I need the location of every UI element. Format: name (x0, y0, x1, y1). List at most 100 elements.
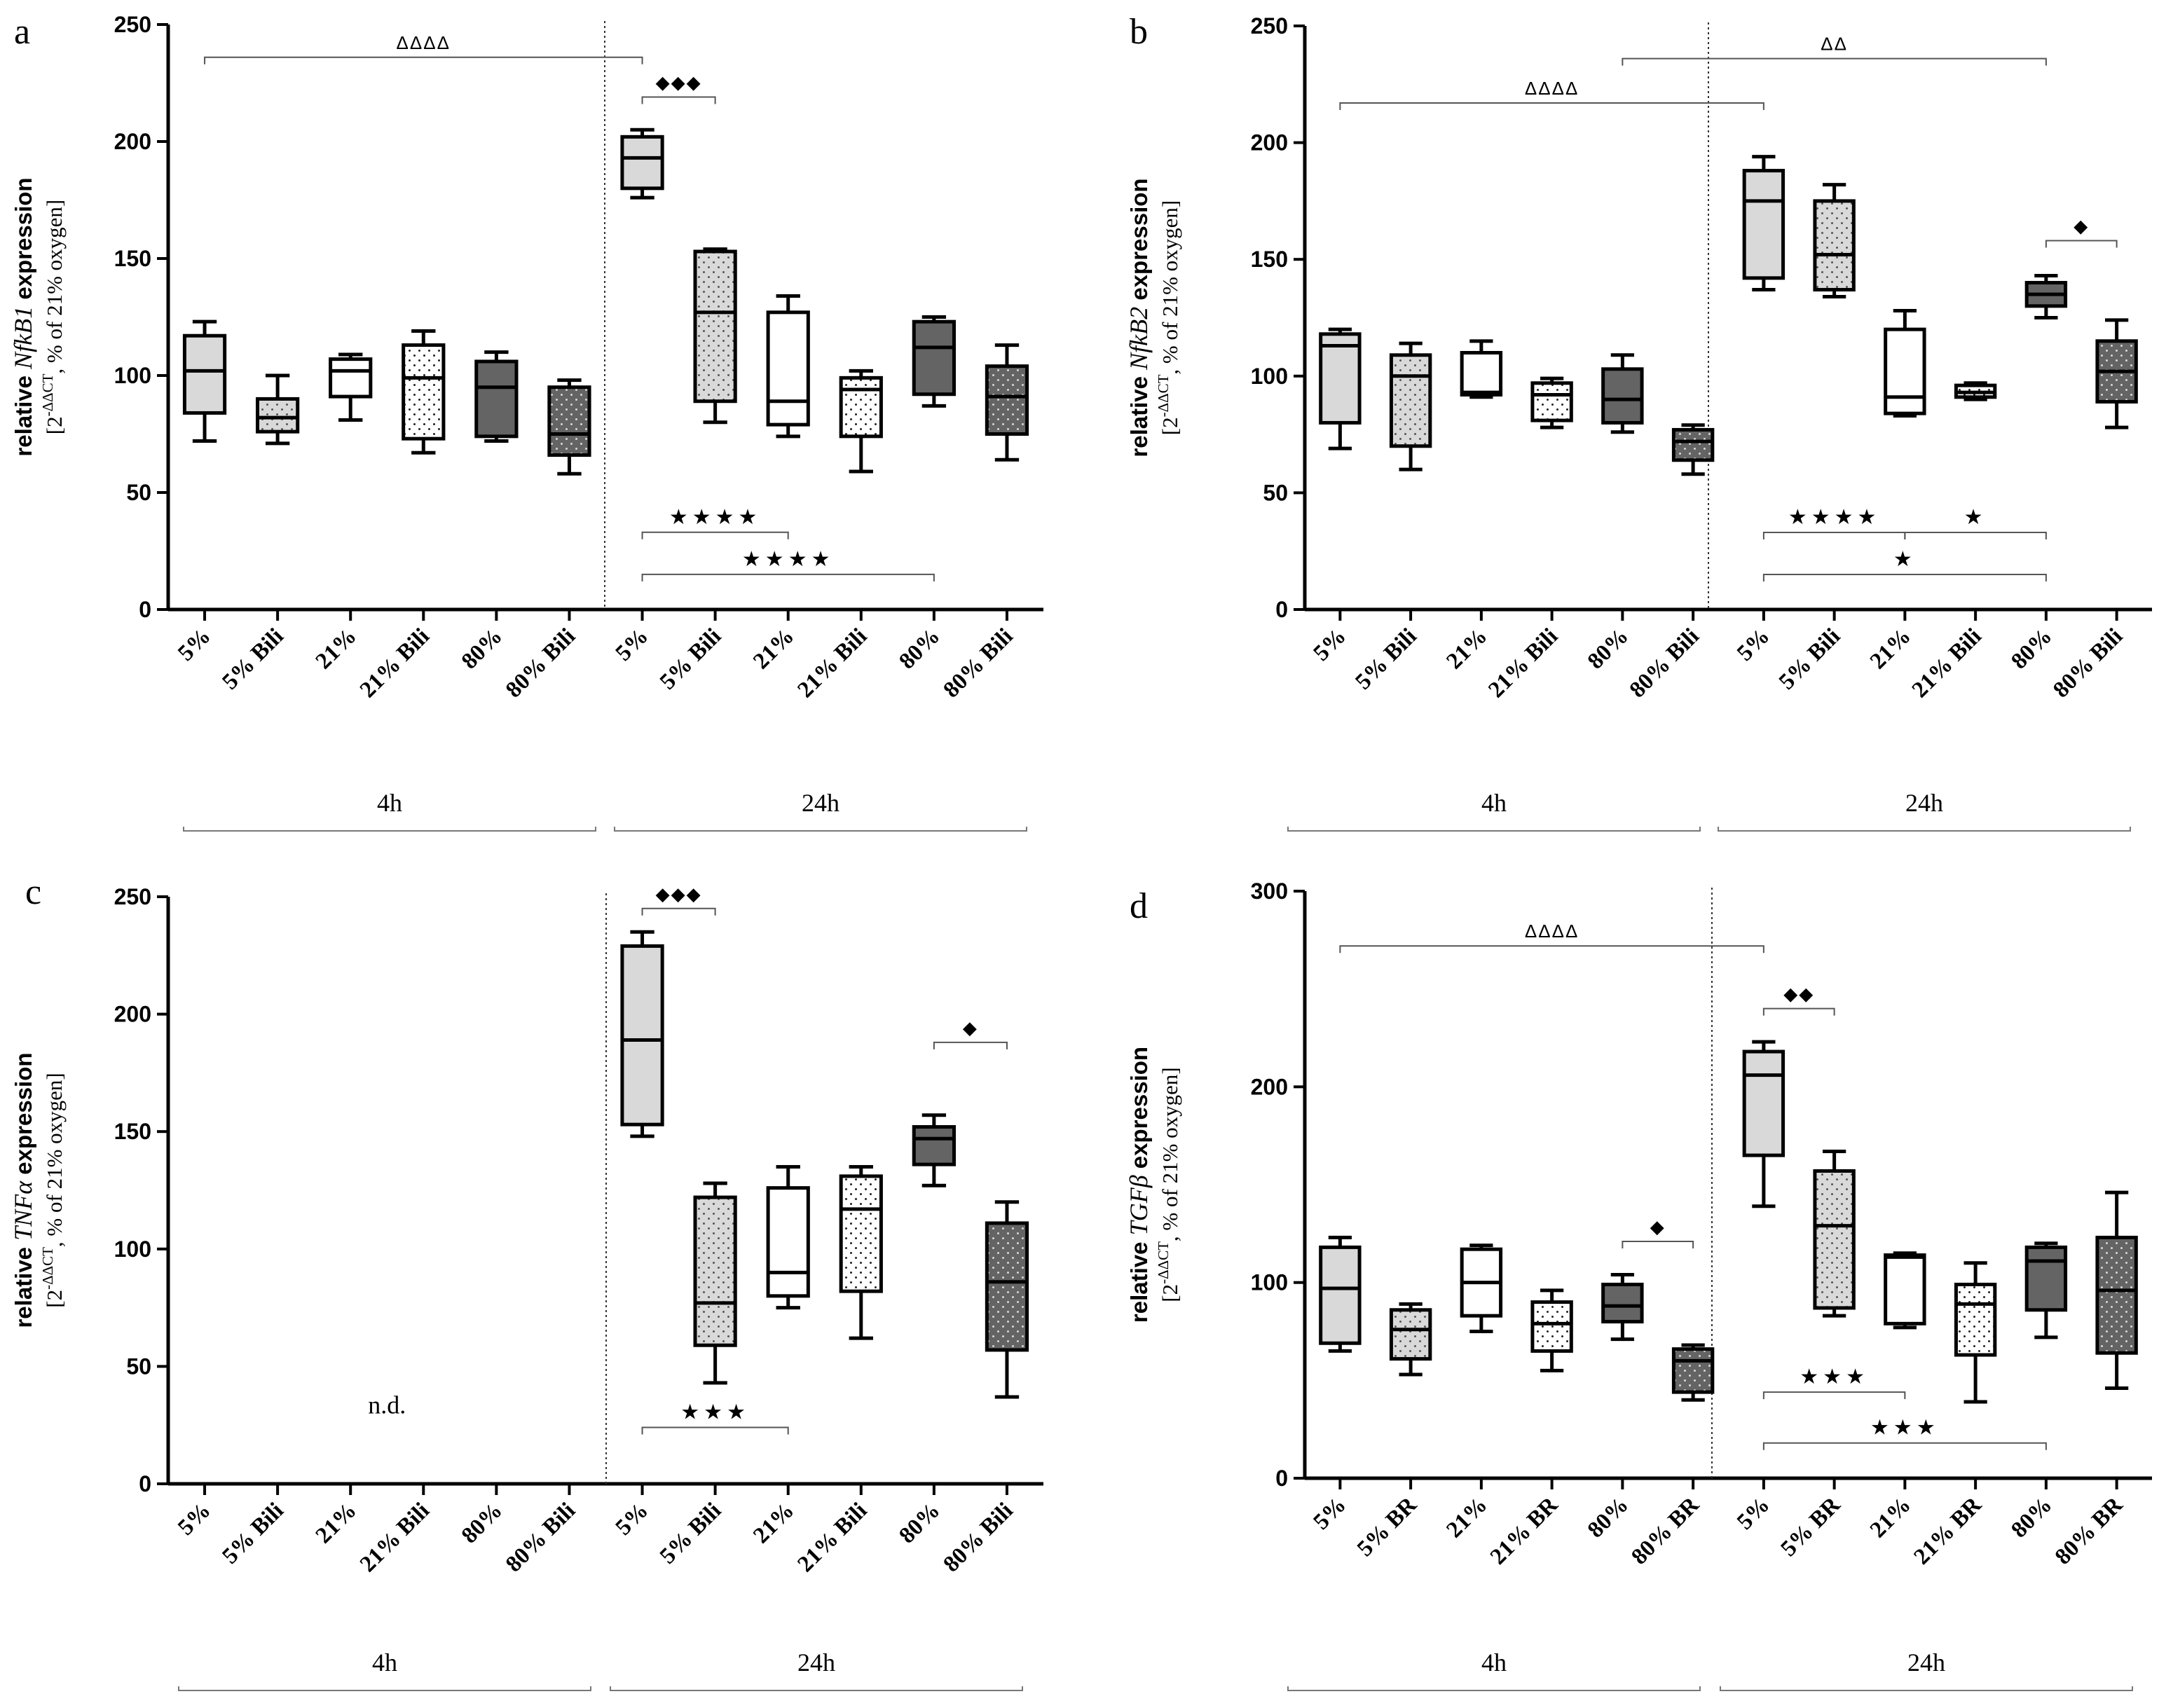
significance-bracket (641, 96, 716, 104)
significance-label: ★ (1964, 506, 1987, 529)
box-iqr (474, 359, 519, 439)
x-tick-label: 5% Bili (217, 1498, 288, 1569)
x-tick-label: 5% (173, 624, 215, 666)
x-tick-label: 80% BR (1626, 1492, 1704, 1569)
significance-label: ◆ (1650, 1216, 1666, 1237)
y-label-suffix: expression (1126, 178, 1152, 306)
significance-bracket (1904, 532, 2047, 540)
x-tick-label: 21% (748, 624, 799, 674)
significance-label: ◆◆◆ (656, 72, 702, 93)
significance-bracket (1339, 945, 1764, 953)
box-6 (620, 930, 664, 1138)
x-tick-label: 21% (311, 624, 362, 674)
box-10 (2024, 274, 2068, 319)
y-tick-label: 100 (114, 363, 151, 388)
not-detected-note: n.d. (368, 1391, 406, 1419)
significance-annotation: ★★★★ (1762, 506, 1906, 540)
box-9 (839, 1164, 883, 1340)
y-units-suffix: , % of 21% oxygen] (1158, 1067, 1182, 1241)
y-label-gene: NfkB1 (9, 306, 37, 370)
y-units-superscript: -ΔΔCT (1155, 1241, 1172, 1284)
y-units-suffix: , % of 21% oxygen] (42, 200, 67, 374)
box-0 (1319, 1235, 1362, 1353)
x-tick-label: 21% Bili (355, 624, 434, 703)
box-0 (1319, 327, 1362, 450)
box-iqr (1742, 1049, 1786, 1157)
significance-bracket (1339, 102, 1764, 110)
box-10 (2024, 1241, 2068, 1339)
y-tick-label: 150 (1251, 247, 1288, 272)
significance-annotation: ★★★★ (641, 506, 789, 539)
significance-label: ★★★ (1800, 1365, 1869, 1389)
group-bracket (1720, 1686, 2133, 1691)
box-1 (1389, 341, 1432, 471)
x-tick-label: 80% Bili (2048, 624, 2127, 703)
box-iqr (839, 376, 883, 439)
y-units-superscript: -ΔΔCT (1155, 374, 1172, 417)
x-tick-label: 80% (457, 1498, 507, 1548)
y-label-prefix: relative (1126, 1235, 1152, 1323)
x-tick-label: 5% Bili (655, 1498, 726, 1569)
y-tick-label: 50 (1263, 480, 1288, 505)
box-iqr (2095, 1235, 2138, 1355)
x-tick-label: 80% Bili (501, 624, 580, 703)
x-tick-label: 5% (1309, 1492, 1351, 1534)
box-3 (1530, 1288, 1573, 1372)
y-axis-label: relative NfkB2 expression (1125, 178, 1153, 457)
x-tick-label: 80% Bili (939, 624, 1018, 703)
box-6 (620, 128, 664, 200)
x-tick-label: 5% BR (1776, 1492, 1846, 1562)
y-tick-label: 200 (114, 1002, 151, 1027)
x-tick-label: 80% (457, 624, 507, 674)
x-tick-label: 21% Bili (355, 1498, 434, 1577)
significance-annotation: ◆◆◆ (641, 72, 716, 104)
box-4 (474, 350, 519, 443)
group-label: 4h (1481, 789, 1507, 817)
group-bracket (614, 827, 1027, 832)
box-7 (693, 1181, 737, 1385)
box-5 (547, 378, 591, 476)
y-units-suffix: , % of 21% oxygen] (42, 1073, 67, 1247)
box-9 (1954, 1261, 1997, 1404)
box-5 (1671, 423, 1715, 476)
x-tick-label: 5% Bili (1350, 624, 1421, 694)
group-bracket (1287, 827, 1701, 832)
significance-annotation: ◆ (933, 1017, 1008, 1049)
box-iqr (912, 1124, 956, 1166)
box-iqr (766, 310, 810, 427)
box-iqr (1742, 169, 1786, 280)
y-tick-label: 200 (1251, 1074, 1288, 1099)
y-units-suffix: , % of 21% oxygen] (1158, 200, 1182, 375)
significance-label: ★★★ (1870, 1417, 1940, 1440)
box-iqr (1460, 350, 1503, 397)
y-label-suffix: expression (11, 1052, 36, 1180)
x-tick-label: 80% (1583, 624, 1633, 674)
y-units-superscript: -ΔΔCT (39, 1247, 56, 1290)
y-tick-label: 100 (114, 1237, 151, 1262)
y-label-gene: NfkB2 (1125, 307, 1153, 371)
box-8 (766, 1164, 810, 1310)
box-4 (1601, 353, 1644, 434)
significance-label: ◆◆ (1783, 984, 1814, 1005)
box-9 (1954, 381, 1997, 401)
y-axis-label-units: [2-ΔΔCT, % of 21% oxygen] (39, 200, 67, 434)
significance-annotation: ★★★★ (641, 548, 935, 581)
significance-label: ΔΔΔΔ (1525, 921, 1579, 942)
y-tick-label: 100 (1251, 1270, 1288, 1295)
group-bracket (1718, 827, 2131, 832)
box-iqr (620, 944, 664, 1127)
box-iqr (1671, 1347, 1715, 1394)
x-tick-label: 5% (1309, 624, 1351, 666)
significance-annotation: ΔΔΔΔ (1339, 78, 1764, 110)
x-tick-label: 80% (894, 624, 945, 674)
x-tick-label: 5% (173, 1498, 215, 1540)
x-tick-label: 80% (2006, 624, 2057, 674)
x-tick-label: 21% (311, 1498, 362, 1548)
x-tick-label: 80% (894, 1498, 945, 1548)
y-tick-label: 250 (1251, 13, 1288, 39)
box-2 (1460, 1244, 1503, 1333)
x-tick-label: 21% (1441, 624, 1492, 674)
y-tick-label: 300 (1251, 879, 1288, 904)
x-tick-label: 5% Bili (655, 624, 726, 694)
